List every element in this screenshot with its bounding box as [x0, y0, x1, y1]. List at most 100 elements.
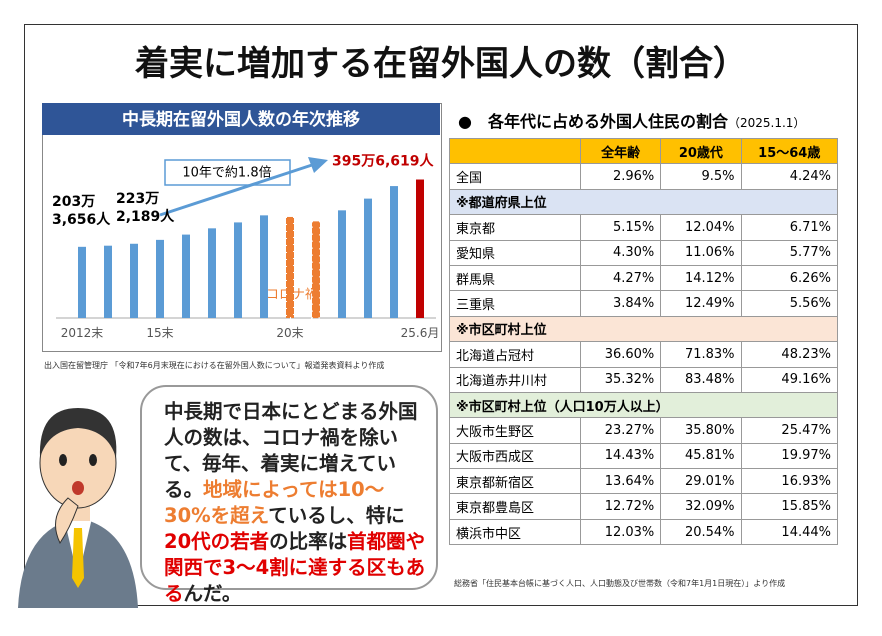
header-cell: 15～64歳 [740, 137, 839, 165]
section-label: ※都道府県上位 [449, 188, 838, 216]
data-row: 北海道占冠村 36.60% 71.83% 48.23% [449, 341, 839, 368]
bar [311, 220, 321, 319]
row-label: 北海道占冠村 [449, 341, 581, 368]
x-tick-label: 20末 [276, 326, 303, 340]
header-row: 全年齢 20歳代 15～64歳 [449, 137, 839, 165]
speech-text: んだ。 [183, 582, 242, 605]
value-cell: 2.96% [579, 163, 662, 190]
value-cell: 6.71% [740, 214, 839, 241]
chart-title: 中長期在留外国人数の年次推移 [122, 109, 360, 130]
chart-source: 出入国在留管理庁 「令和7年6月末現在における在留外国人数について」報道発表資料… [44, 361, 385, 370]
row-label: 東京都豊島区 [449, 493, 581, 520]
bar [234, 222, 242, 318]
data-row: 東京都 5.15% 12.04% 6.71% [449, 214, 839, 241]
row-label: 三重県 [449, 290, 581, 317]
x-tick-label: 2012末 [61, 326, 104, 340]
data-row: 群馬県 4.27% 14.12% 6.26% [449, 264, 839, 292]
value-cell: 29.01% [660, 468, 742, 495]
chart: 中長期在留外国人数の年次推移 10年で約1.8倍 コロナ禍 2012末203万3… [42, 103, 440, 340]
value-label: 223万 2,189人 [116, 191, 175, 225]
bar [416, 179, 424, 318]
page-title: 着実に増加する在留外国人の数（割合） [135, 44, 747, 84]
bar [104, 245, 112, 318]
section-row: ※都道府県上位 [449, 188, 838, 216]
data-table: 全年齢 20歳代 15～64歳 全国 2.96% 9.5% 4.24% ※都道府県上位 東京都 5… [449, 137, 839, 546]
value-cell: 3.84% [579, 290, 662, 317]
header-cell: 全年齢 [579, 137, 662, 165]
speech-text: 20代の若者 [164, 530, 270, 553]
value-cell: 83.48% [660, 366, 742, 393]
table-title-text: 各年代に占める外国人住民の割合 [487, 112, 728, 131]
bar [338, 210, 346, 318]
arrow-head [308, 157, 328, 173]
speech-text: 地域によっては10～30%を超え [164, 478, 385, 527]
speech-text: の比率は [269, 530, 348, 553]
value-cell: 36.60% [579, 341, 662, 368]
value-cell: 14.44% [740, 518, 839, 546]
data-row: 大阪市西成区 14.43% 45.81% 19.97% [449, 442, 839, 470]
value-cell: 13.64% [579, 468, 662, 495]
value-cell: 49.16% [740, 366, 839, 393]
value-cell: 5.15% [579, 214, 662, 241]
value-cell: 4.30% [579, 239, 662, 266]
value-cell: 12.49% [660, 290, 742, 317]
bar [130, 243, 138, 318]
value-cell: 11.06% [660, 239, 742, 266]
value-cell: 4.24% [740, 163, 839, 190]
bar [156, 239, 164, 318]
section-row: ※市区町村上位（人口10万人以上） [449, 391, 838, 419]
value-cell: 5.56% [740, 290, 839, 317]
bar [182, 234, 190, 318]
row-label: 大阪市西成区 [449, 442, 581, 470]
value-cell: 71.83% [660, 341, 742, 368]
data-row: 愛知県 4.30% 11.06% 5.77% [449, 239, 839, 266]
value-cell: 14.43% [579, 442, 662, 470]
chart-header [42, 103, 440, 135]
value-cell: 5.77% [740, 239, 839, 266]
table-source: 総務省「住民基本台帳に基づく人口、人口動態及び世帯数（令和7年1月1日現在）」よ… [454, 579, 786, 588]
value-cell: 14.12% [660, 264, 742, 292]
value-cell: 20.54% [660, 518, 742, 546]
table-title: ● 各年代に占める外国人住民の割合（2025.1.1） [458, 112, 806, 131]
bar [260, 215, 268, 318]
row-label: 大阪市生野区 [449, 417, 581, 444]
speech-text: ているし、特に [268, 504, 405, 527]
row-label: 全国 [449, 163, 581, 190]
value-label: 203万 3,656人 [52, 194, 111, 228]
section-row: ※市区町村上位 [449, 315, 838, 343]
value-cell: 23.27% [579, 417, 662, 444]
speech-text: 中長期で日本にとどまる外国人の数は、コロナ禍を除いて、毎年、着実に増えている。 [164, 400, 418, 501]
person-illustration [18, 408, 138, 608]
bar [208, 228, 216, 318]
value-cell: 12.72% [579, 493, 662, 520]
annotation: 10年で約1.8倍 [182, 166, 271, 181]
value-cell: 25.47% [740, 417, 839, 444]
bar [364, 198, 372, 318]
value-cell: 35.32% [579, 366, 662, 393]
data-row: 全国 2.96% 9.5% 4.24% [449, 163, 839, 190]
value-cell: 4.27% [579, 264, 662, 292]
row-label: 東京都 [449, 214, 581, 241]
value-cell: 19.97% [740, 442, 839, 470]
value-cell: 32.09% [660, 493, 742, 520]
data-row: 北海道赤井川村 35.32% 83.48% 49.16% [449, 366, 839, 393]
table-date: （2025.1.1） [727, 116, 806, 130]
bar [285, 215, 295, 319]
value-cell: 15.85% [740, 493, 839, 520]
speech-bubble: 中長期で日本にとどまる外国人の数は、コロナ禍を除いて、毎年、着実に増えている。地… [140, 385, 438, 605]
value-cell: 35.80% [660, 417, 742, 444]
data-row: 東京都新宿区 13.64% 29.01% 16.93% [449, 468, 839, 495]
row-label: 愛知県 [449, 239, 581, 266]
section-label: ※市区町村上位 [449, 315, 838, 343]
data-row: 大阪市生野区 23.27% 35.80% 25.47% [449, 417, 839, 444]
row-label: 横浜市中区 [449, 518, 581, 546]
row-label: 群馬県 [449, 264, 581, 292]
value-cell: 12.04% [660, 214, 742, 241]
data-row: 横浜市中区 12.03% 20.54% 14.44% [449, 518, 839, 546]
speech-text: 首都圏や関西で3～4割に達する区もある [164, 530, 426, 605]
annotation-box [164, 159, 291, 186]
value-cell: 48.23% [740, 341, 839, 368]
bar [78, 246, 86, 318]
section-label: ※市区町村上位（人口10万人以上） [449, 391, 838, 419]
